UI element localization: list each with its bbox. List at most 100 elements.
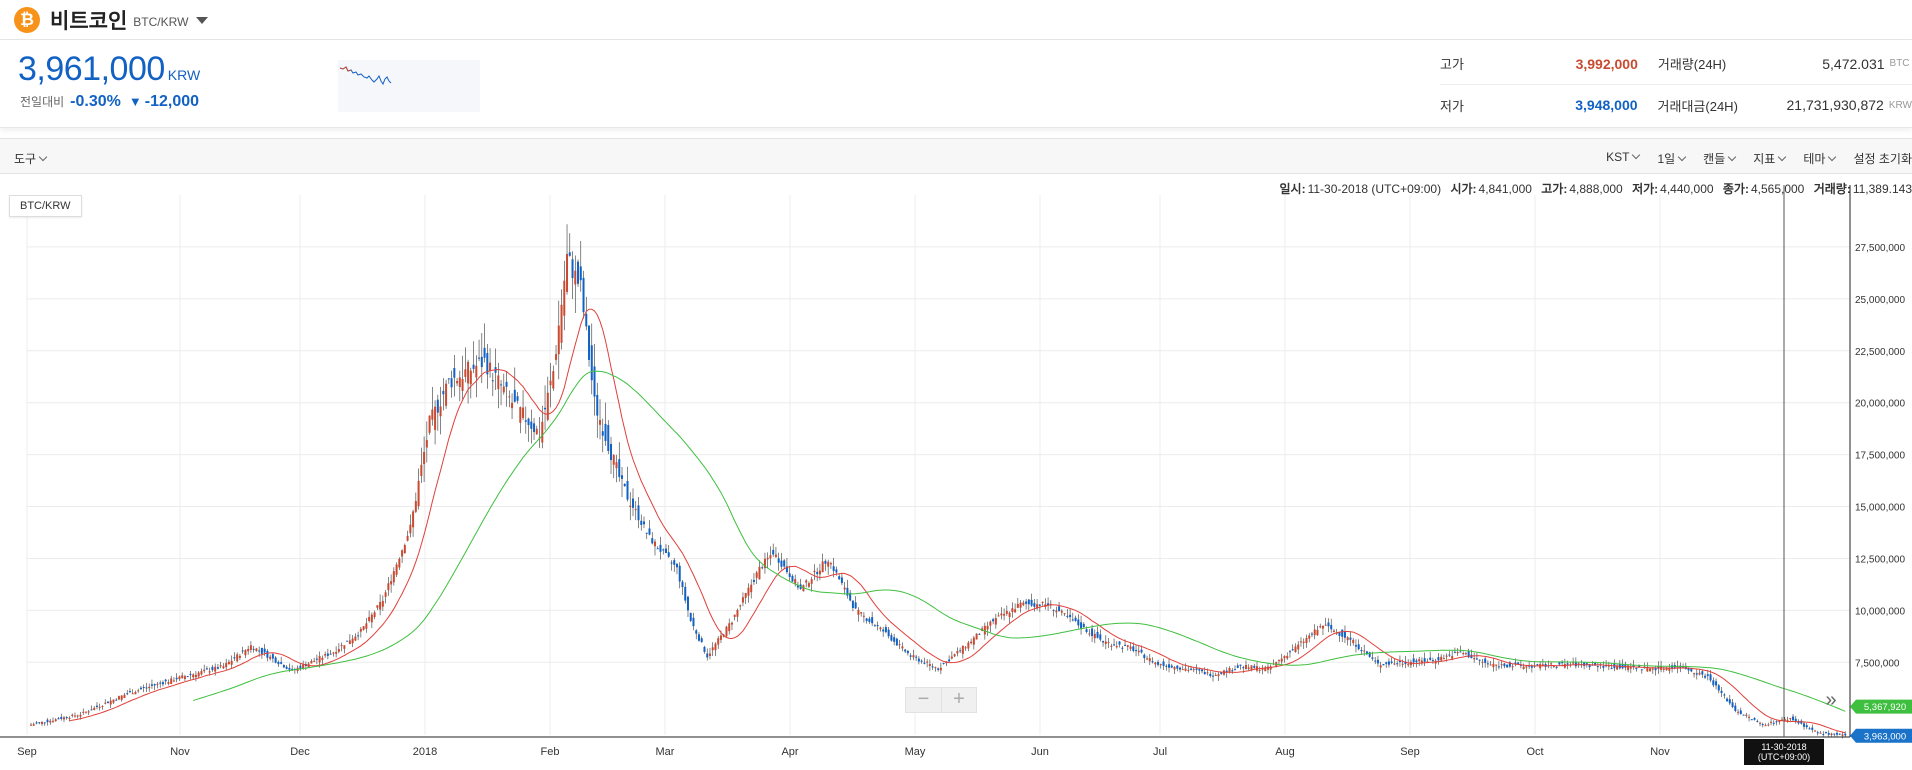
x-tick-label: Nov (1650, 746, 1670, 758)
timezone-menu[interactable]: KST (1606, 150, 1641, 167)
candle-body (739, 605, 742, 607)
candle-body (994, 618, 997, 625)
candle-body (1025, 601, 1028, 604)
candle-body (1415, 660, 1418, 663)
candle-body (1283, 656, 1286, 659)
candle-body (571, 259, 574, 279)
candle-body (1662, 668, 1665, 670)
candle-body (1492, 663, 1495, 668)
candle-body (593, 366, 596, 397)
reset-settings-button[interactable]: 설정 초기화 (1853, 152, 1912, 166)
candle-body (178, 676, 181, 680)
candle-body (73, 715, 76, 717)
tools-menu[interactable]: 도구 (14, 150, 48, 167)
candle-body (816, 571, 819, 575)
candle-body (1577, 663, 1580, 665)
candle-body (1761, 724, 1764, 726)
candle-body (1704, 675, 1707, 678)
candle-body (651, 538, 654, 544)
candle-body (928, 663, 931, 666)
candle-body (1398, 660, 1401, 663)
candlestick-chart[interactable]: Sep Nov Dec 2018 Feb Mar Apr May Jun Jul Aug Sep Oct… (0, 175, 1912, 770)
candle-body (505, 381, 508, 387)
candle-body (76, 715, 79, 717)
candle-body (101, 705, 104, 707)
candle-body (1731, 702, 1734, 707)
candle-body (920, 660, 923, 662)
candle-body (1555, 666, 1558, 668)
candle-body (357, 635, 360, 637)
candle-body (1107, 642, 1110, 644)
interval-menu[interactable]: 1일 (1657, 150, 1687, 167)
candle-body (827, 561, 830, 567)
candle-body (1077, 619, 1080, 626)
candle-body (134, 692, 137, 695)
candle-body (733, 614, 736, 617)
change-label: 전일대비 (20, 95, 65, 109)
candle-body (1071, 619, 1074, 621)
candle-body (1228, 667, 1231, 673)
candle-body (60, 716, 63, 719)
stats-row-low: 저가 3,948,000 거래대금(24H) 21,731,930,872 KR… (1440, 84, 1912, 126)
candle-body (1011, 608, 1014, 612)
coin-select-caret-icon[interactable] (196, 17, 209, 24)
scroll-to-latest-icon[interactable]: » (1825, 689, 1837, 711)
candle-body (1497, 666, 1500, 668)
candle-body (876, 625, 879, 627)
candle-body (860, 612, 863, 614)
candle-body (379, 601, 382, 610)
candle-body (1132, 646, 1135, 651)
candle-body (1437, 657, 1440, 661)
theme-menu[interactable]: 테마 (1803, 150, 1837, 167)
candle-body (1091, 628, 1094, 637)
candle-body (450, 378, 453, 388)
candle-body (1748, 716, 1751, 718)
candle-body (1022, 602, 1025, 606)
zoom-out-button[interactable]: − (917, 688, 930, 710)
candle-body (489, 362, 492, 371)
x-tick-label: Dec (290, 746, 310, 758)
title-bar: ₿ 비트코인 BTC/KRW (0, 0, 1912, 40)
candle-body (747, 587, 750, 596)
candle-body (1014, 609, 1017, 613)
candle-body (406, 535, 409, 541)
candle-body (1080, 622, 1083, 629)
candle-body (524, 420, 527, 422)
candle-body (1319, 626, 1322, 628)
candle-body (555, 354, 558, 360)
candle-body (1225, 670, 1228, 673)
ma-long-price-tag-box (1850, 699, 1912, 714)
y-tick-label: 22,500,000 (1855, 347, 1905, 358)
candle-body (1121, 647, 1124, 649)
candle-body (1440, 656, 1443, 661)
candle-body (590, 345, 593, 381)
candle-body (46, 719, 49, 723)
y-tick-label: 25,000,000 (1855, 295, 1905, 306)
candle-body (1104, 641, 1107, 644)
change-amount: -12,000 (144, 93, 200, 110)
chart-type-menu[interactable]: 캔들 (1703, 150, 1737, 167)
candle-body (549, 380, 552, 386)
candle-body (717, 638, 720, 645)
candle-body (926, 661, 929, 663)
candle-body (1750, 719, 1753, 721)
candle-body (610, 443, 613, 461)
candle-body (271, 654, 274, 659)
x-tick-label: Sep (17, 746, 37, 758)
candle-body (392, 571, 395, 583)
candle-body (288, 667, 291, 670)
candle-body (807, 583, 810, 587)
candle-body (1726, 698, 1729, 702)
chart-area[interactable]: Sep Nov Dec 2018 Feb Mar Apr May Jun Jul Aug Sep Oct… (0, 175, 1912, 770)
symbol-badge[interactable]: BTC/KRW (9, 195, 82, 217)
candle-body (225, 663, 228, 668)
zoom-in-button[interactable]: + (940, 688, 976, 712)
candle-body (1814, 730, 1817, 732)
candle-body (1561, 661, 1564, 664)
candle-body (145, 687, 148, 689)
candle-body (241, 650, 244, 652)
indicators-menu[interactable]: 지표 (1753, 150, 1787, 167)
sparkline-line-head (339, 66, 352, 72)
change-percent: -0.30% (70, 93, 121, 110)
candle-body (1055, 610, 1058, 613)
